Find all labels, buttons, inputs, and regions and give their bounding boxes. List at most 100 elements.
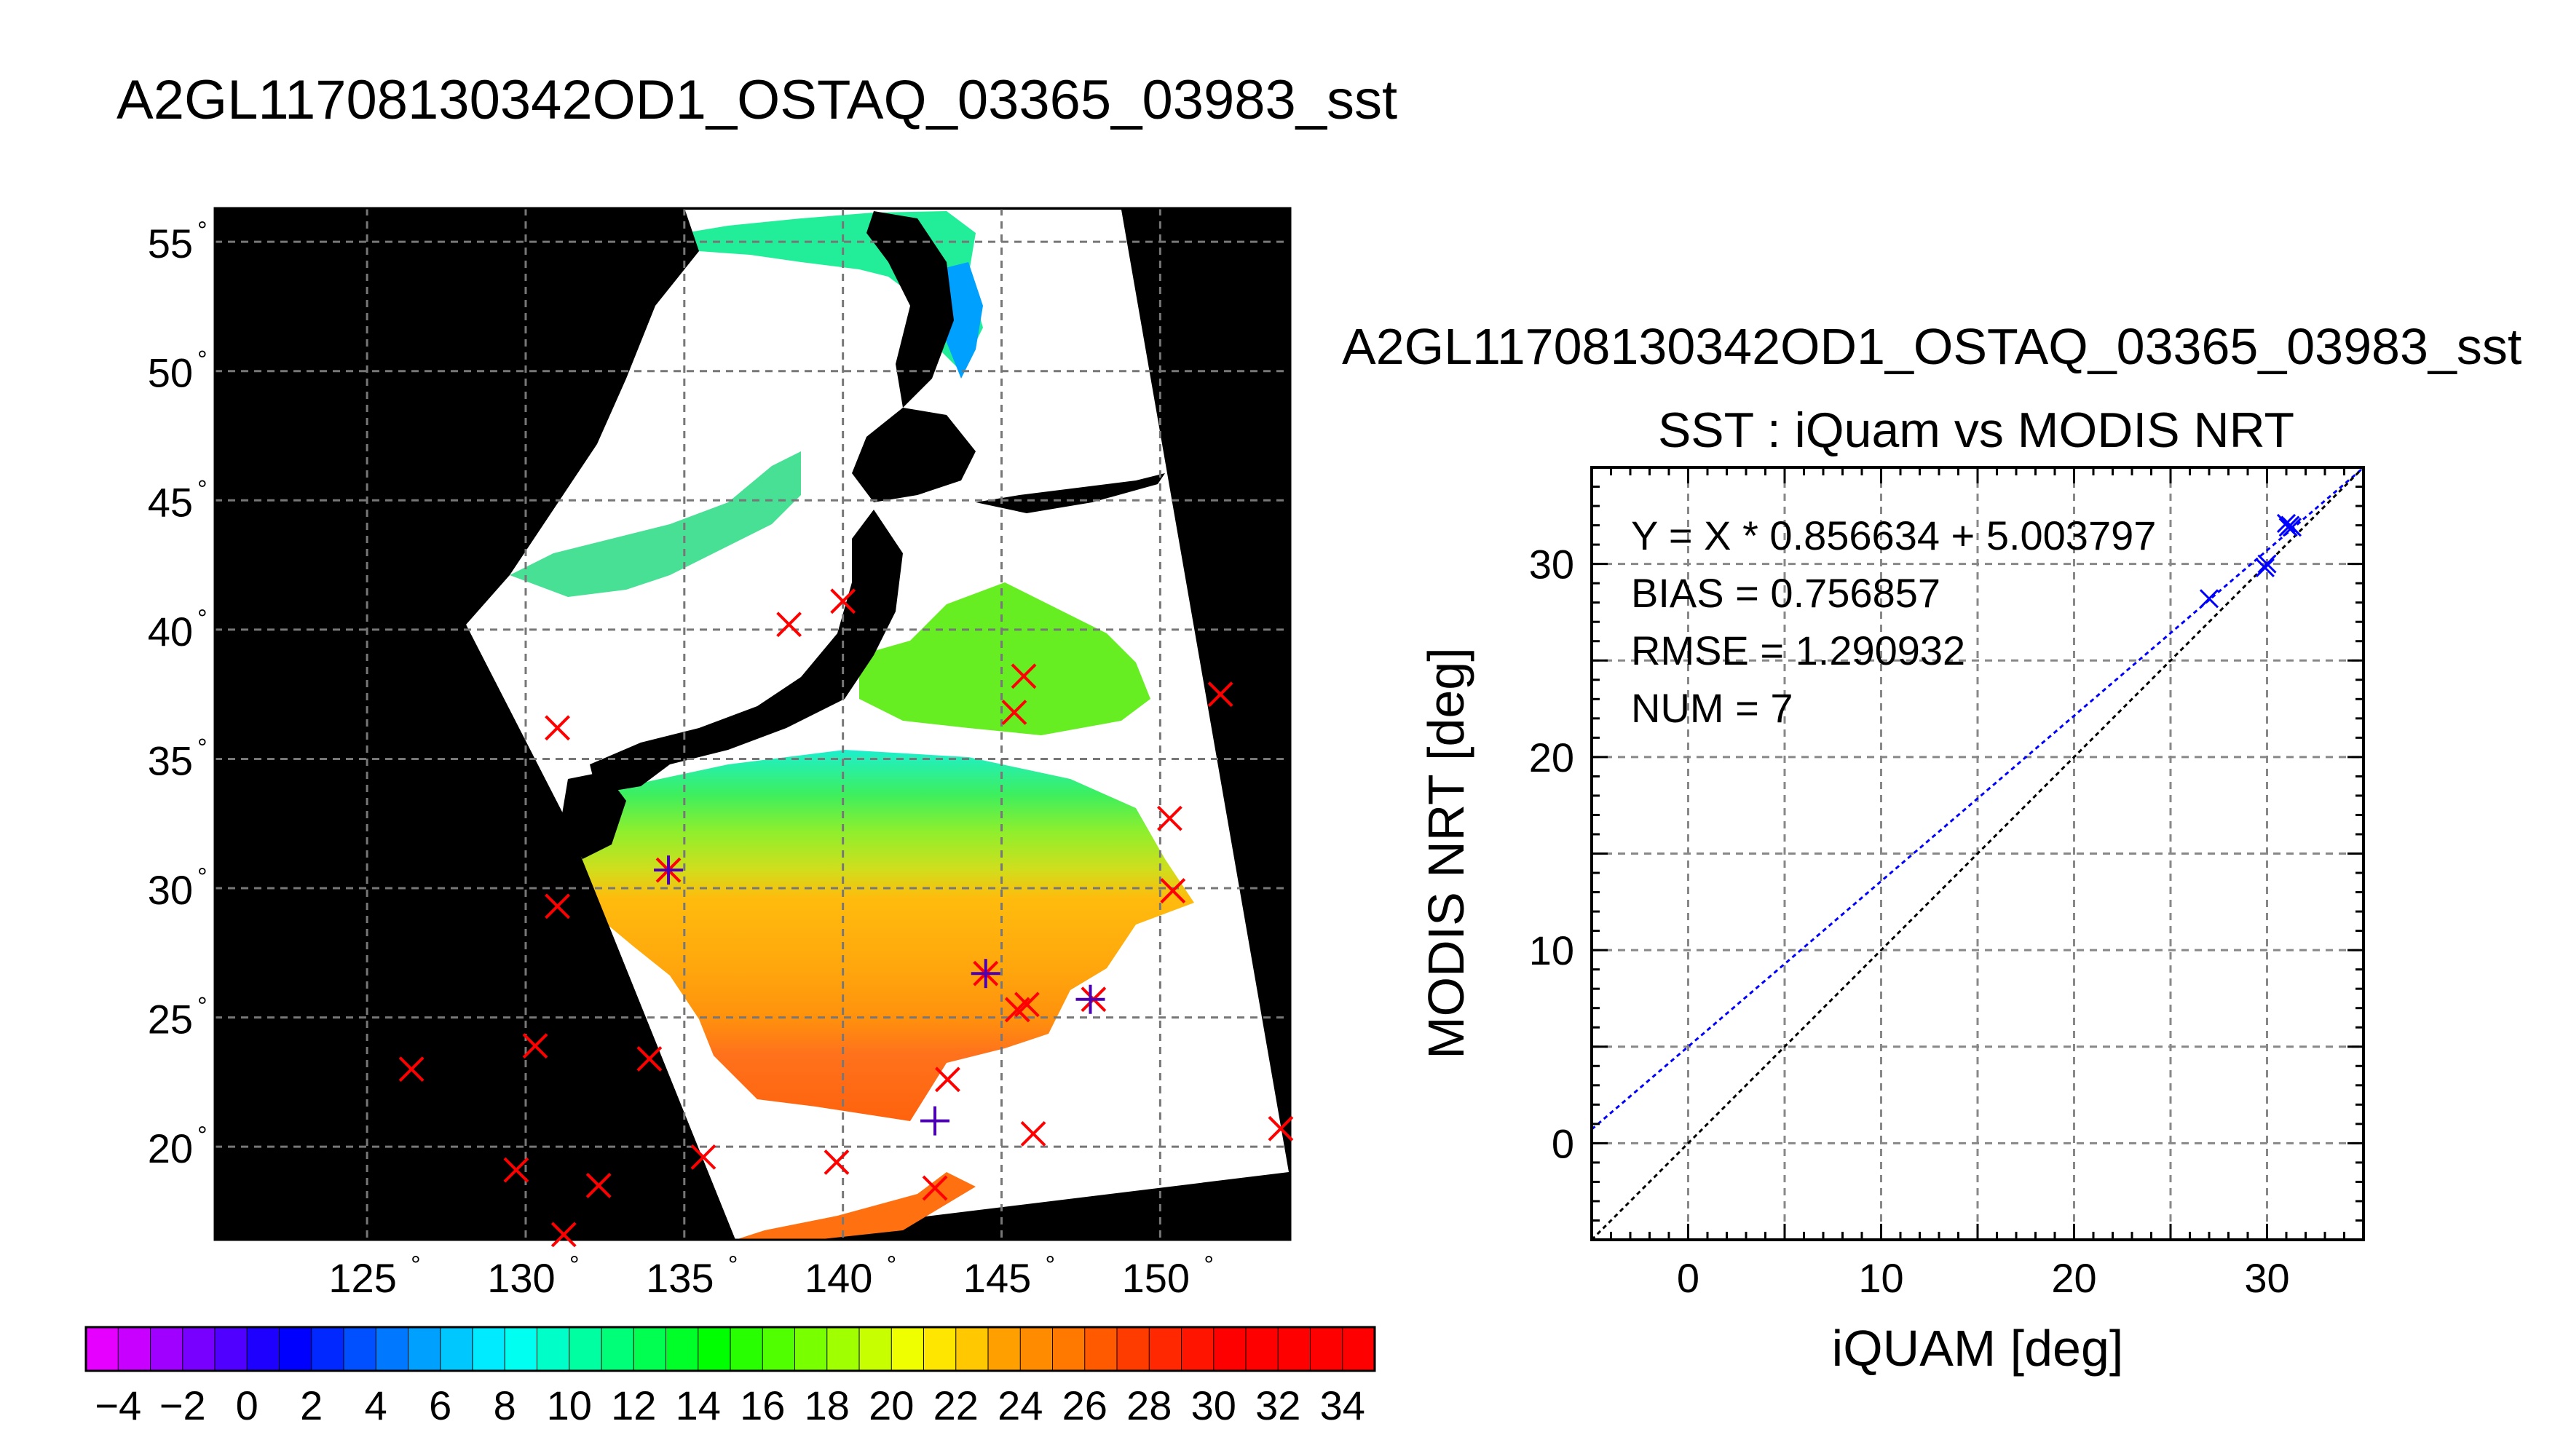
- iquam-marker-stroke: [503, 1157, 529, 1183]
- data-point: [2199, 589, 2219, 609]
- iquam-marker: [830, 588, 856, 614]
- bias-value: BIAS = 0.756857: [1631, 570, 1940, 616]
- colorbar-cell: [247, 1327, 280, 1371]
- matchup-marker: [920, 1106, 950, 1136]
- colorbar-cell: [794, 1327, 828, 1371]
- lon-tick-label: 140: [805, 1255, 872, 1301]
- map-frame: [215, 208, 1290, 1240]
- y-tick-label: 10: [1529, 927, 1574, 973]
- colorbar-cell: [376, 1327, 408, 1371]
- iquam-marker-stroke: [585, 1173, 612, 1198]
- degree-mark: °: [569, 1251, 580, 1279]
- map-axis-labels: 55 °50 °45 °40 °35 °30 °25 °20 °125 ° 130 ° 135 ° 140 °…: [148, 217, 1214, 1301]
- colorbar-cell: [569, 1327, 602, 1371]
- iquam-marker-stroke: [1268, 1115, 1294, 1142]
- colorbar-cell: [1342, 1327, 1375, 1371]
- colorbar-label: 6: [429, 1382, 451, 1428]
- iquam-marker-stroke: [1001, 700, 1027, 725]
- scatter-title: SST : iQuam vs MODIS NRT: [1658, 403, 2294, 458]
- matchup-marker: [1075, 984, 1105, 1014]
- x-tick-label: 0: [1677, 1255, 1699, 1301]
- colorbar-cell: [988, 1327, 1021, 1371]
- colorbar-label: 10: [547, 1382, 592, 1428]
- iquam-marker: [1001, 700, 1027, 725]
- colorbar-cell: [537, 1327, 570, 1371]
- colorbar-cell: [1246, 1327, 1279, 1371]
- colorbar-label: 32: [1255, 1382, 1300, 1428]
- colorbar-label: 8: [494, 1382, 516, 1428]
- data-point: [2276, 513, 2297, 533]
- colorbar-cell: [1052, 1327, 1086, 1371]
- colorbar-cell: [955, 1327, 989, 1371]
- iquam-marker-stroke: [824, 1150, 850, 1175]
- data-point-stroke: [2276, 513, 2297, 533]
- iquam-marker: [545, 715, 570, 741]
- colorbar-cell: [666, 1327, 699, 1371]
- iquam-marker-stroke: [1020, 1120, 1046, 1147]
- iquam-marker: [824, 1150, 850, 1175]
- num-value: NUM = 7: [1631, 685, 1793, 731]
- colorbar-cell: [279, 1327, 312, 1371]
- identity-line: [1590, 466, 2365, 1241]
- iquam-marker-stroke: [1160, 878, 1186, 903]
- iquam-marker: [776, 612, 802, 638]
- iquam-marker-stroke: [398, 1056, 424, 1083]
- iquam-marker-stroke: [545, 715, 570, 741]
- map-graticule: [215, 208, 1290, 1240]
- colorbar-label: 16: [740, 1382, 785, 1428]
- lat-tick-label: 25: [148, 997, 193, 1042]
- lat-tick-label: 55: [148, 221, 193, 266]
- lat-tick-label: 20: [148, 1125, 193, 1171]
- iquam-marker: [1157, 805, 1182, 831]
- land-honshu: [590, 510, 903, 794]
- iquam-marker-stroke: [776, 612, 802, 638]
- iquam-marker: [1268, 1115, 1294, 1142]
- land-sakhalin: [866, 211, 954, 408]
- scatter-points: [2199, 513, 2302, 609]
- iquam-marker: [398, 1056, 424, 1083]
- map-border: [213, 207, 1292, 1241]
- colorbar-cell: [891, 1327, 924, 1371]
- scatter-subtitle: A2GL11708130342OD1_OSTAQ_03365_03983_sst: [1342, 318, 2522, 375]
- colorbar-cell: [215, 1327, 248, 1371]
- colorbar-cells: [86, 1327, 1375, 1371]
- iquam-marker-stroke: [830, 588, 856, 614]
- data-point: [2257, 554, 2277, 574]
- iquam-marker: [550, 1222, 577, 1248]
- degree-mark: °: [197, 605, 208, 633]
- scatter-lines: [1590, 466, 2365, 1241]
- rmse-value: RMSE = 1.290932: [1631, 628, 1965, 673]
- land-korea-coast: [215, 208, 735, 1240]
- colorbar-label: 14: [676, 1382, 721, 1428]
- colorbar-cell: [473, 1327, 505, 1371]
- iquam-marker-stroke: [1157, 805, 1182, 831]
- data-point-stroke: [2282, 518, 2302, 537]
- colorbar-label: 28: [1126, 1382, 1172, 1428]
- colorbar-label: 12: [611, 1382, 656, 1428]
- iquam-marker-stroke: [935, 1067, 960, 1093]
- iquam-marker: [1160, 878, 1186, 903]
- iquam-marker: [522, 1033, 548, 1059]
- colorbar-cell: [1213, 1327, 1247, 1371]
- iquam-marker-stroke: [550, 1222, 577, 1248]
- colorbar-label: 22: [933, 1382, 979, 1428]
- colorbar-cell: [762, 1327, 795, 1371]
- land-kyushu: [561, 772, 626, 859]
- colorbar-cell: [923, 1327, 957, 1371]
- colorbar-cell: [601, 1327, 634, 1371]
- y-tick-label: 20: [1529, 735, 1574, 780]
- x-axis-label: iQUAM [deg]: [1832, 1320, 2124, 1377]
- x-tick-label: 30: [2244, 1255, 2289, 1301]
- scatter-chart: SST : iQuam vs MODIS NRT 0 10 20 300102030 …: [1418, 403, 2365, 1377]
- colorbar-cell: [1149, 1327, 1182, 1371]
- lon-tick-label: 135: [646, 1255, 714, 1301]
- iquam-marker-stroke: [1011, 663, 1037, 689]
- iquam-marker: [1207, 681, 1233, 708]
- sst-warm-field: [568, 750, 1194, 1121]
- iquam-marker: [922, 1175, 948, 1201]
- iquam-marker-stroke: [636, 1045, 663, 1072]
- colorbar-cell: [633, 1327, 666, 1371]
- iquam-marker: [636, 1045, 663, 1072]
- iquam-marker-stroke: [922, 1175, 948, 1201]
- y-tick-label: 30: [1529, 542, 1574, 587]
